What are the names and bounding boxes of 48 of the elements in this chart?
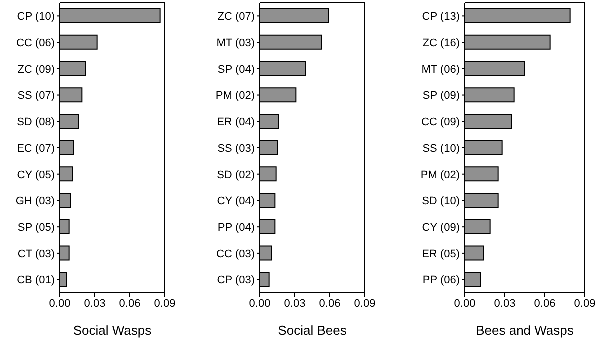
x-tick-label: 0.00: [454, 298, 476, 310]
y-tick-label: ZC (16): [422, 37, 460, 50]
y-tick-label: PP (06): [422, 274, 460, 287]
x-tick-label: 0.00: [249, 298, 271, 310]
x-tick-label: 0.06: [534, 298, 556, 310]
y-tick-label: CY (05): [17, 169, 55, 182]
y-tick-label: MT (06): [422, 64, 460, 76]
y-tick-label: ZC (09): [18, 64, 55, 76]
y-tick-label: ER (04): [217, 116, 255, 129]
y-tick-label: MT (03): [216, 37, 255, 50]
y-tick-label: CP (13): [422, 11, 460, 24]
y-tick-label: PM (02): [420, 169, 460, 182]
y-tick-label: CY (04): [217, 196, 255, 208]
x-axis-title: Social Bees: [278, 323, 348, 338]
y-tick-label: CT (03): [18, 248, 55, 260]
x-axis-title: Bees and Wasps: [476, 323, 574, 338]
y-tick-label: ER (05): [422, 248, 460, 260]
y-tick-label: GH (03): [16, 196, 55, 208]
y-tick-label: CC (06): [16, 37, 55, 50]
y-tick-label: SD (10): [422, 196, 460, 208]
y-tick-label: SP (04): [218, 64, 255, 76]
y-tick-label: SP (05): [18, 222, 55, 234]
x-tick-label: 0.00: [49, 298, 71, 310]
x-tick-label: 0.03: [494, 298, 516, 310]
x-tick-label: 0.09: [574, 298, 596, 310]
y-tick-label: ZC (07): [218, 11, 255, 24]
y-tick-label: CB (01): [17, 274, 55, 287]
x-tick-label: 0.09: [154, 298, 176, 310]
y-tick-label: SD (08): [17, 116, 55, 129]
y-tick-label: PM (02): [216, 90, 255, 102]
y-tick-label: SS (03): [218, 142, 255, 155]
y-tick-label: CY (09): [422, 222, 460, 234]
y-tick-label: CC (09): [421, 116, 460, 129]
x-tick-label: 0.06: [119, 298, 141, 310]
y-tick-label: CP (10): [17, 11, 55, 24]
y-tick-label: SD (02): [217, 169, 255, 182]
y-tick-label: SS (10): [422, 142, 460, 155]
y-tick-label: CC (03): [216, 248, 255, 260]
y-tick-label: PP (04): [218, 222, 255, 234]
x-tick-label: 0.03: [84, 298, 106, 310]
x-axis-title: Social Wasps: [73, 323, 152, 338]
x-tick-label: 0.03: [284, 298, 306, 310]
y-tick-label: SP (09): [422, 90, 460, 102]
y-tick-label: EC (07): [17, 142, 55, 155]
x-tick-label: 0.09: [354, 298, 376, 310]
y-tick-label: CP (03): [217, 274, 255, 287]
y-tick-label: SS (07): [18, 90, 55, 102]
x-tick-label: 0.06: [319, 298, 341, 310]
